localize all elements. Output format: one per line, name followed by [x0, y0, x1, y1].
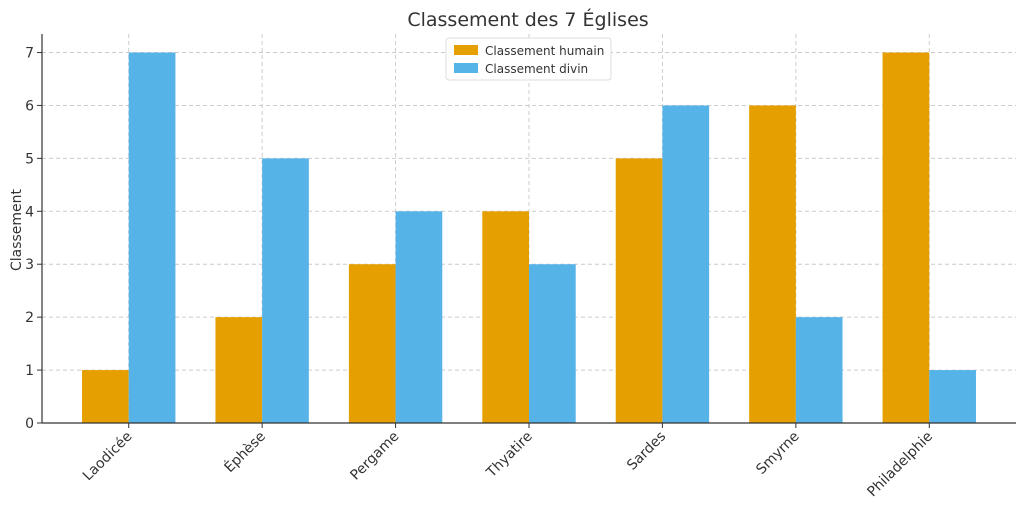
bar-humain-6: [882, 52, 930, 424]
bar-divin-2: [395, 211, 443, 423]
bar-humain-4: [615, 158, 663, 423]
bar-divin-5: [795, 317, 843, 423]
legend-swatch-divin: [454, 63, 478, 73]
legend[interactable]: Classement humain Classement divin: [445, 37, 612, 81]
bar-humain-5: [749, 105, 796, 424]
y-tick-label: 5: [25, 151, 34, 167]
legend-box: [445, 37, 612, 81]
bar-divin-0: [128, 52, 176, 424]
y-tick-label: 4: [25, 204, 34, 220]
y-tick-label: 1: [25, 363, 34, 379]
chart-title: Classement des 7 Églises: [407, 8, 648, 31]
y-tick-label: 2: [25, 310, 34, 326]
bar-divin-1: [262, 158, 309, 423]
legend-swatch-humain: [454, 45, 478, 55]
legend-label-humain[interactable]: Classement humain: [485, 44, 604, 58]
bar-divin-4: [662, 105, 710, 424]
legend-label-divin[interactable]: Classement divin: [485, 62, 588, 76]
x-tick-label: Thyatire: [483, 429, 536, 482]
x-tick-label: Laodicée: [80, 429, 136, 485]
bar-divin-3: [529, 264, 576, 423]
x-tick-label: Philadelphie: [864, 429, 936, 501]
y-tick-label: 7: [25, 46, 34, 62]
axes: [37, 34, 1016, 428]
y-tick-label: 6: [25, 98, 34, 114]
x-tick-label: Sardes: [624, 429, 669, 474]
x-tick-label: Pergame: [347, 429, 402, 484]
bar-humain-1: [215, 317, 263, 423]
y-axis-label: Classement: [9, 188, 25, 271]
bar-humain-2: [348, 264, 396, 423]
y-tick-label: 0: [25, 416, 34, 432]
bars: [82, 52, 976, 424]
bar-humain-3: [482, 211, 529, 423]
bar-divin-6: [929, 370, 976, 423]
x-tick-label: Éphèse: [221, 428, 269, 476]
x-tick-label: Smyrne: [753, 429, 802, 478]
y-tick-label: 3: [25, 257, 34, 273]
bar-humain-0: [82, 370, 129, 423]
